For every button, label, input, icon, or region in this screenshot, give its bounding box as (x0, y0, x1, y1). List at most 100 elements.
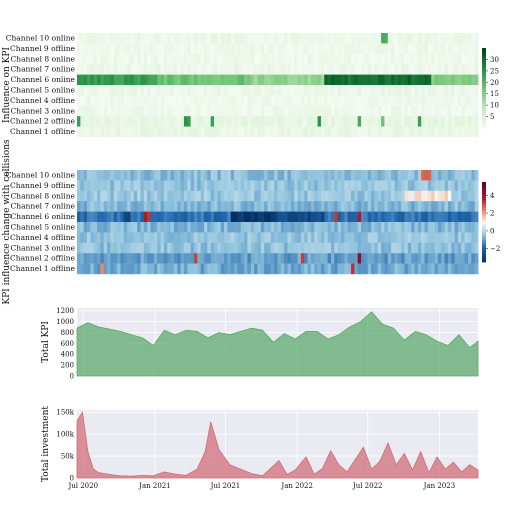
heatmap-cell (464, 116, 469, 127)
heatmap-cell (434, 170, 439, 181)
heatmap-cell (367, 180, 372, 191)
heatmap-cell (354, 170, 359, 181)
heatmap-cell (290, 180, 295, 191)
heatmap-cell (451, 33, 456, 44)
heatmap-cell (377, 64, 382, 75)
heatmap-cell (220, 95, 225, 106)
heatmap-cell (280, 180, 285, 191)
colorbar-segment (482, 110, 486, 113)
heatmap-cell (294, 74, 298, 86)
heatmap-cell (297, 64, 302, 75)
heatmap-cell (270, 170, 275, 181)
heatmap-cell (334, 33, 339, 44)
heatmap-cell (173, 180, 178, 191)
heatmap-cell (377, 201, 382, 212)
heatmap-cell (274, 253, 278, 264)
heatmap-cell (280, 211, 285, 223)
heatmap-cell (351, 116, 355, 127)
heatmap-cell (244, 180, 248, 191)
heatmap-cell (461, 232, 466, 243)
heatmap-cell (197, 170, 202, 181)
heatmap-cell (224, 105, 228, 117)
heatmap-cell (107, 190, 111, 202)
heatmap-cell (457, 116, 462, 127)
heatmap-cell (220, 211, 225, 223)
heatmap-cell (361, 126, 365, 138)
heatmap-cell (340, 190, 345, 202)
heatmap-cell (344, 232, 349, 243)
heatmap-cell (351, 170, 355, 181)
heatmap-cell (434, 253, 439, 264)
heatmap-cell (300, 33, 305, 44)
heatmap-cell (90, 126, 95, 138)
heatmap-cell (244, 126, 248, 138)
heatmap-cell (300, 242, 305, 254)
heatmap-cell (427, 253, 432, 264)
heatmap-cell (444, 95, 449, 106)
heatmap-cell (107, 263, 111, 275)
heatmap-cell (190, 222, 195, 233)
heatmap-cell (150, 180, 155, 191)
heatmap-cell (320, 105, 325, 117)
colorbar-segment (482, 52, 486, 55)
heatmap-cell (347, 232, 352, 243)
heatmap-cell (107, 211, 111, 223)
heatmap-cell (120, 74, 125, 86)
heatmap-cell (230, 170, 235, 181)
heatmap-cell (274, 211, 278, 223)
colorbar-segment (482, 86, 486, 89)
heatmap-cell (391, 105, 395, 117)
heatmap-cell (180, 263, 185, 275)
heatmap-cell (417, 232, 422, 243)
heatmap-cell (404, 95, 409, 106)
heatmap-cell (187, 53, 192, 65)
heatmap-cell (93, 116, 98, 127)
heatmap-cell (414, 126, 419, 138)
heatmap-cell (177, 95, 181, 106)
heatmap-cell (414, 53, 419, 65)
heatmap-cell (153, 105, 158, 117)
heatmap-cell (127, 190, 131, 202)
heatmap-cell (250, 95, 255, 106)
heatmap-cell (107, 253, 111, 264)
heatmap-cell (294, 126, 298, 138)
heatmap-cell (234, 43, 238, 54)
heatmap-cell (347, 33, 352, 44)
heatmap-cell (471, 43, 476, 54)
heatmap-cell (334, 222, 339, 233)
heatmap-cell (217, 253, 222, 264)
heatmap-cell (147, 232, 151, 243)
heatmap-cell (374, 64, 379, 75)
heatmap-cell (230, 43, 235, 54)
heatmap-cell (137, 33, 141, 44)
colorbar-segment (482, 206, 486, 209)
heatmap-cell (407, 33, 412, 44)
heatmap-cell (237, 95, 242, 106)
colorbar-segment (482, 102, 486, 105)
heatmap-cell (234, 190, 238, 202)
heatmap-cell (140, 190, 145, 202)
row-label: Channel 6 online (11, 75, 76, 84)
heatmap-cell (474, 263, 479, 275)
heatmap-cell (217, 190, 222, 202)
heatmap-cell (240, 53, 245, 65)
heatmap-cell (454, 201, 459, 212)
colorbar-segment (482, 234, 486, 237)
heatmap-cell (147, 253, 151, 264)
heatmap-ylabel: KPI influence change with collisions (2, 139, 12, 305)
heatmap-cell (340, 85, 345, 96)
heatmap-cell (200, 222, 205, 233)
heatmap-cell (147, 43, 151, 54)
heatmap-cell (441, 33, 445, 44)
colorbar-segment (482, 68, 486, 71)
heatmap-cell (461, 33, 466, 44)
heatmap-cell (90, 43, 95, 54)
heatmap-cell (344, 190, 349, 202)
colorbar-segment (482, 182, 486, 185)
heatmap-cell (371, 222, 375, 233)
heatmap-cell (97, 74, 101, 86)
heatmap-cell (344, 43, 349, 54)
heatmap-cell (437, 126, 442, 138)
heatmap-cell (220, 64, 225, 75)
heatmap-cell (394, 242, 399, 254)
